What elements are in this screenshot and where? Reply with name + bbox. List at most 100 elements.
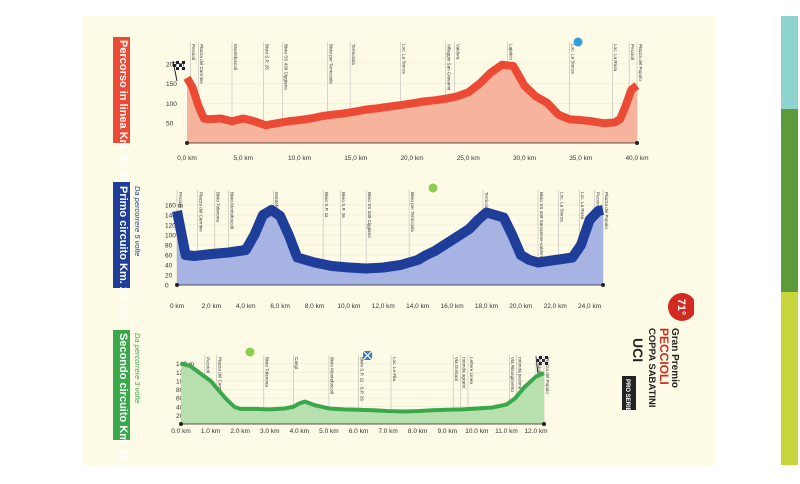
checkered-flag-icon — [172, 60, 185, 82]
elevation-area — [181, 363, 544, 424]
route-1-label-box — [113, 37, 130, 143]
annotation-label: Bivio S.P. 26 — [341, 192, 346, 218]
logo-line-2: PECCIOLI — [657, 328, 671, 385]
annotation-label: Piazza del Popolo — [604, 192, 609, 229]
annotation-label: Lajatico — [508, 44, 513, 60]
elevation-line — [183, 60, 640, 130]
intermediate-sprint-icon — [362, 350, 373, 361]
logo-line-3: COPPA SABATINI — [646, 328, 657, 408]
y-tick-label: 100 — [166, 101, 177, 108]
pro-series-badge — [622, 376, 636, 410]
annotation-label: Peccioli — [630, 44, 635, 60]
end-dot — [635, 141, 639, 145]
edition-badge — [668, 293, 696, 321]
annotation-label: Loc. La Rosa — [613, 44, 618, 72]
end-dot — [601, 283, 605, 287]
annotation-label: Piazza del Carmine — [199, 44, 204, 84]
annotation-label: Terricciola — [484, 192, 489, 213]
y-tick-label: 0 — [165, 283, 169, 290]
annotation-label: Villaggio San Giovanni — [447, 44, 452, 90]
annotation-label: Terricciola — [351, 44, 356, 65]
x-tick-label: 4,0 km — [236, 303, 256, 310]
annotation-label: Bivio Montefoscoli — [229, 192, 234, 229]
annotation-label: Bivio SS 439 Ciggiano — [283, 44, 288, 90]
annotation-label: Bivio per Terricciola — [410, 192, 415, 232]
edition-number: 71° — [675, 299, 687, 316]
x-tick-label: 16,0 km — [440, 303, 463, 310]
annotation-label: Bivio S.P. 11 — [324, 192, 329, 218]
end-dot — [542, 422, 546, 426]
annotation-label: Loc. La Sterza — [559, 192, 564, 222]
annotation-label: Bivio SS 439 Ciggiano — [367, 192, 372, 238]
annotation-label: Peccioli — [191, 44, 196, 60]
annotation-label: Bivio S.P. 26 — [264, 44, 269, 70]
olive-stripe — [781, 109, 798, 292]
x-tick-label: 35,0 km — [569, 155, 592, 162]
annotation-label: rotonda agrario — [461, 357, 466, 389]
x-tick-label: 10,0 km — [337, 303, 360, 310]
x-tick-label: 2,0 km — [202, 303, 222, 310]
annotation-label: Via Risorgimento — [510, 357, 515, 392]
start-dot — [175, 283, 179, 287]
elevation-line — [172, 205, 605, 274]
annotation-label: Bivio S.P. 11 - S.P. 26 — [359, 357, 364, 401]
annotation-label: Peccioli — [205, 357, 210, 373]
elevation-line — [180, 361, 545, 414]
y-tick-label: 20 — [165, 273, 173, 280]
x-tick-label: 15,0 km — [344, 155, 367, 162]
y-tick-label: 80 — [165, 243, 173, 250]
annotation-label: Loc. La Sterza — [570, 44, 575, 74]
y-tick-label: 140 — [165, 213, 176, 220]
x-tick-label: 20,0 km — [400, 155, 423, 162]
annotation-label: Piazza del Carmine — [198, 192, 203, 232]
x-tick-label: 7.0 km — [378, 428, 398, 435]
gpm-point-icon-2 — [245, 347, 255, 357]
start-dot — [185, 141, 189, 145]
y-tick-label: 50 — [166, 121, 174, 128]
annotation-label: Loc. Le Fila — [392, 357, 397, 381]
annotation-label: Bivio Montefoscoli — [330, 357, 335, 394]
uci-logo: UCI — [630, 338, 646, 362]
annotation-label: Bivio Tolanona — [216, 192, 221, 222]
race-logo: 71° Gran Premio PECCIOLI COPPA SABATINI … — [620, 290, 696, 445]
sprint-point-icon — [573, 37, 583, 47]
lime-stripe — [781, 292, 798, 465]
annotation-label: Peccioli — [596, 192, 601, 208]
x-tick-label: 0 km — [170, 303, 184, 310]
x-tick-label: 14,0 km — [406, 303, 429, 310]
x-tick-label: 3.0 km — [260, 428, 280, 435]
start-dot — [179, 422, 183, 426]
y-tick-label: 100 — [165, 233, 176, 240]
annotation-label: Piazza del Popolo — [638, 44, 643, 81]
annotation-label: Valdera — [456, 44, 461, 60]
x-tick-label: 20,0 km — [509, 303, 532, 310]
x-tick-label: 5,0 km — [233, 155, 253, 162]
annotation-label: rotonda pedone — [518, 357, 523, 390]
x-tick-label: 25,0 km — [457, 155, 480, 162]
x-tick-label: 11.0 km — [495, 428, 518, 435]
x-tick-label: 1.0 km — [201, 428, 221, 435]
annotation-label: Montefoscoli — [233, 44, 238, 70]
x-tick-label: 6,0 km — [270, 303, 290, 310]
y-tick-label: 200 m — [166, 61, 184, 68]
x-tick-label: 30,0 km — [513, 155, 536, 162]
y-tick-label: 40 — [165, 263, 173, 270]
gpm-point-icon — [428, 183, 438, 193]
x-tick-label: 40,0 km — [625, 155, 648, 162]
annotation-label: Cangi — [294, 357, 299, 369]
x-tick-label: 9.0 km — [438, 428, 458, 435]
annotation-label: Piazza del Popolo — [545, 357, 550, 394]
x-tick-label: 22,0 km — [544, 303, 567, 310]
x-tick-label: 12.0 km — [524, 428, 547, 435]
y-tick-label: 150 — [166, 81, 177, 88]
x-tick-label: 10,0 km — [288, 155, 311, 162]
race-logo-graphic: 71° Gran Premio PECCIOLI COPPA SABATINI … — [622, 293, 696, 416]
y-tick-label: 60 — [165, 253, 173, 260]
annotation-label: Peccioli — [178, 192, 183, 208]
annotation-label: Bivio SS 439 Sarzanese-valdera — [539, 192, 544, 259]
logo-line-1: Gran Premio — [669, 328, 680, 388]
x-tick-label: 0.0 km — [171, 428, 191, 435]
x-tick-label: 0,0 km — [177, 155, 197, 162]
x-tick-label: 8,0 km — [305, 303, 325, 310]
